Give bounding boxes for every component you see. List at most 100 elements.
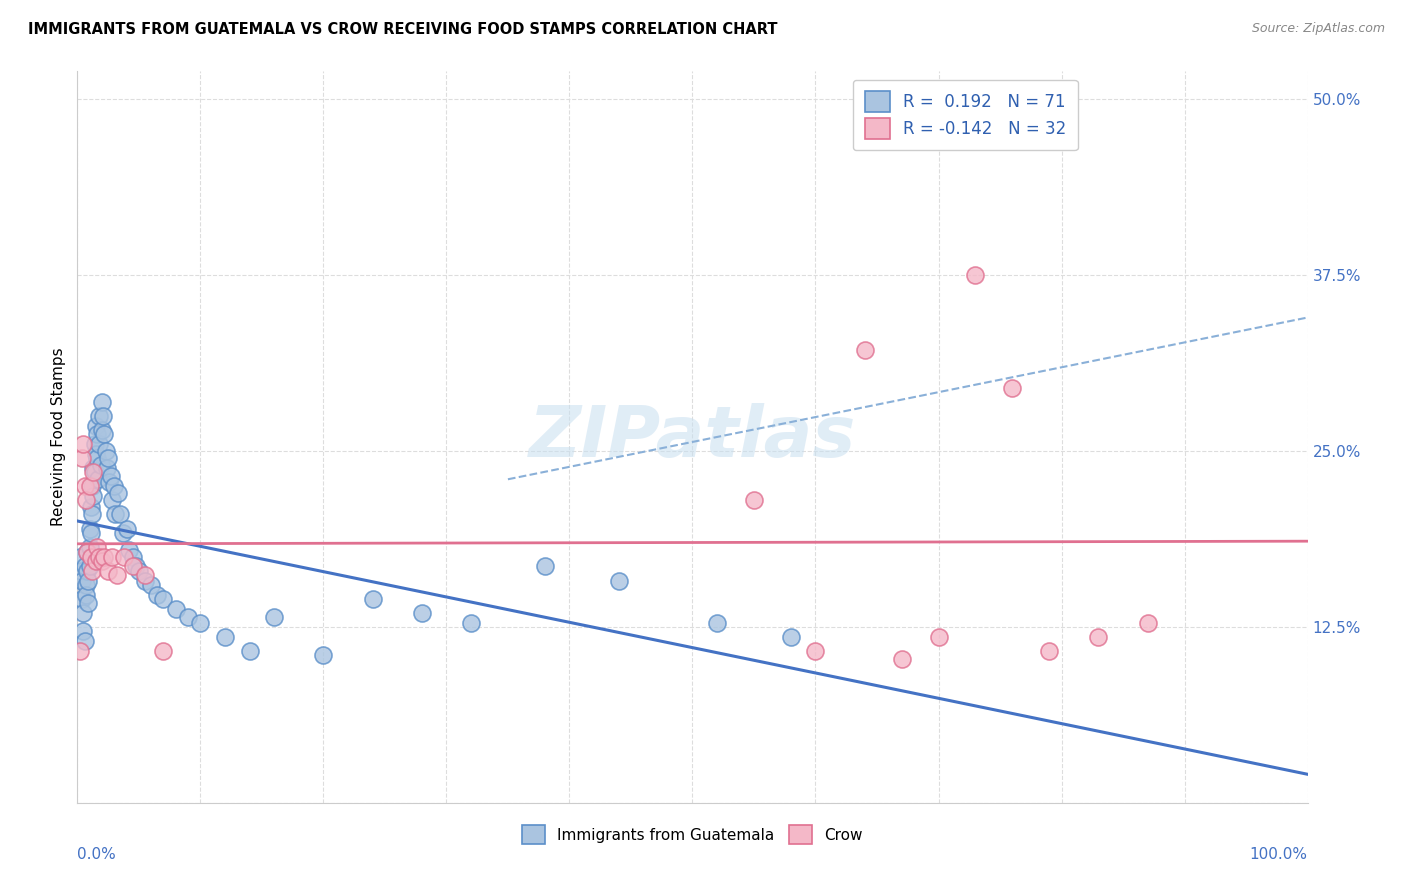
Point [93, 549, 115, 564]
Point [84, 554, 107, 568]
Point [115, 521, 138, 535]
Point [152, 644, 174, 658]
Point [121, 559, 143, 574]
Point [82, 564, 104, 578]
Point [107, 486, 129, 500]
Point [83, 465, 105, 479]
Point [80, 500, 103, 515]
Point [76, 545, 98, 559]
Point [90, 458, 112, 473]
Point [89, 549, 111, 564]
Point [214, 630, 236, 644]
Point [90, 395, 114, 409]
Point [96, 461, 118, 475]
Point [89, 409, 111, 423]
Point [84, 447, 107, 461]
Point [111, 525, 134, 540]
Point [105, 568, 128, 582]
Point [706, 615, 728, 630]
Point [411, 606, 433, 620]
Point [100, 469, 122, 483]
Point [780, 630, 803, 644]
Text: 0.0%: 0.0% [77, 847, 117, 862]
Point [239, 644, 262, 658]
Point [75, 588, 97, 602]
Point [312, 648, 335, 662]
Text: IMMIGRANTS FROM GUATEMALA VS CROW RECEIVING FOOD STAMPS CORRELATION CHART: IMMIGRANTS FROM GUATEMALA VS CROW RECEIV… [28, 22, 778, 37]
Point [72, 437, 94, 451]
Point [82, 465, 104, 479]
Text: 100.0%: 100.0% [1250, 847, 1308, 862]
Point [965, 268, 987, 283]
Point [112, 549, 135, 564]
Point [86, 540, 108, 554]
Point [73, 559, 96, 574]
Point [82, 479, 104, 493]
Point [101, 493, 124, 508]
Point [134, 574, 156, 588]
Point [91, 409, 114, 423]
Text: Source: ZipAtlas.com: Source: ZipAtlas.com [1251, 22, 1385, 36]
Point [79, 559, 101, 574]
Point [82, 489, 104, 503]
Point [69, 549, 91, 564]
Point [86, 427, 108, 442]
Point [263, 610, 285, 624]
Point [70, 451, 93, 466]
Point [90, 554, 114, 568]
Point [152, 591, 174, 606]
Point [79, 479, 101, 493]
Point [742, 493, 765, 508]
Point [460, 615, 482, 630]
Point [80, 549, 103, 564]
Point [1087, 630, 1109, 644]
Text: ZIPatlas: ZIPatlas [529, 402, 856, 472]
Point [104, 508, 127, 522]
Point [75, 493, 97, 508]
Point [110, 508, 132, 522]
Point [103, 479, 125, 493]
Point [72, 624, 94, 639]
Point [83, 437, 105, 451]
Point [79, 540, 101, 554]
Point [928, 630, 950, 644]
Point [534, 559, 557, 574]
Point [94, 444, 117, 458]
Point [70, 591, 93, 606]
Point [82, 508, 104, 522]
Point [125, 559, 148, 574]
Point [607, 574, 630, 588]
Point [97, 451, 120, 466]
Point [75, 578, 97, 592]
Point [890, 652, 912, 666]
Point [70, 574, 93, 588]
Point [165, 601, 187, 615]
Point [69, 644, 91, 658]
Point [79, 521, 101, 535]
Point [804, 644, 827, 658]
Point [98, 475, 121, 489]
Point [121, 549, 143, 564]
Point [177, 610, 200, 624]
Point [361, 591, 384, 606]
Point [101, 549, 124, 564]
Point [73, 634, 96, 648]
Point [118, 542, 141, 557]
Point [76, 545, 98, 559]
Point [141, 578, 163, 592]
Y-axis label: Receiving Food Stamps: Receiving Food Stamps [51, 348, 66, 526]
Point [853, 343, 876, 357]
Point [73, 479, 96, 493]
Point [97, 564, 120, 578]
Point [76, 564, 98, 578]
Point [1038, 644, 1060, 658]
Point [80, 525, 103, 540]
Point [188, 615, 212, 630]
Legend: Immigrants from Guatemala, Crow: Immigrants from Guatemala, Crow [516, 819, 869, 850]
Point [1136, 615, 1159, 630]
Point [82, 461, 104, 475]
Point [128, 564, 150, 578]
Point [90, 423, 114, 437]
Point [1001, 381, 1024, 395]
Point [134, 568, 156, 582]
